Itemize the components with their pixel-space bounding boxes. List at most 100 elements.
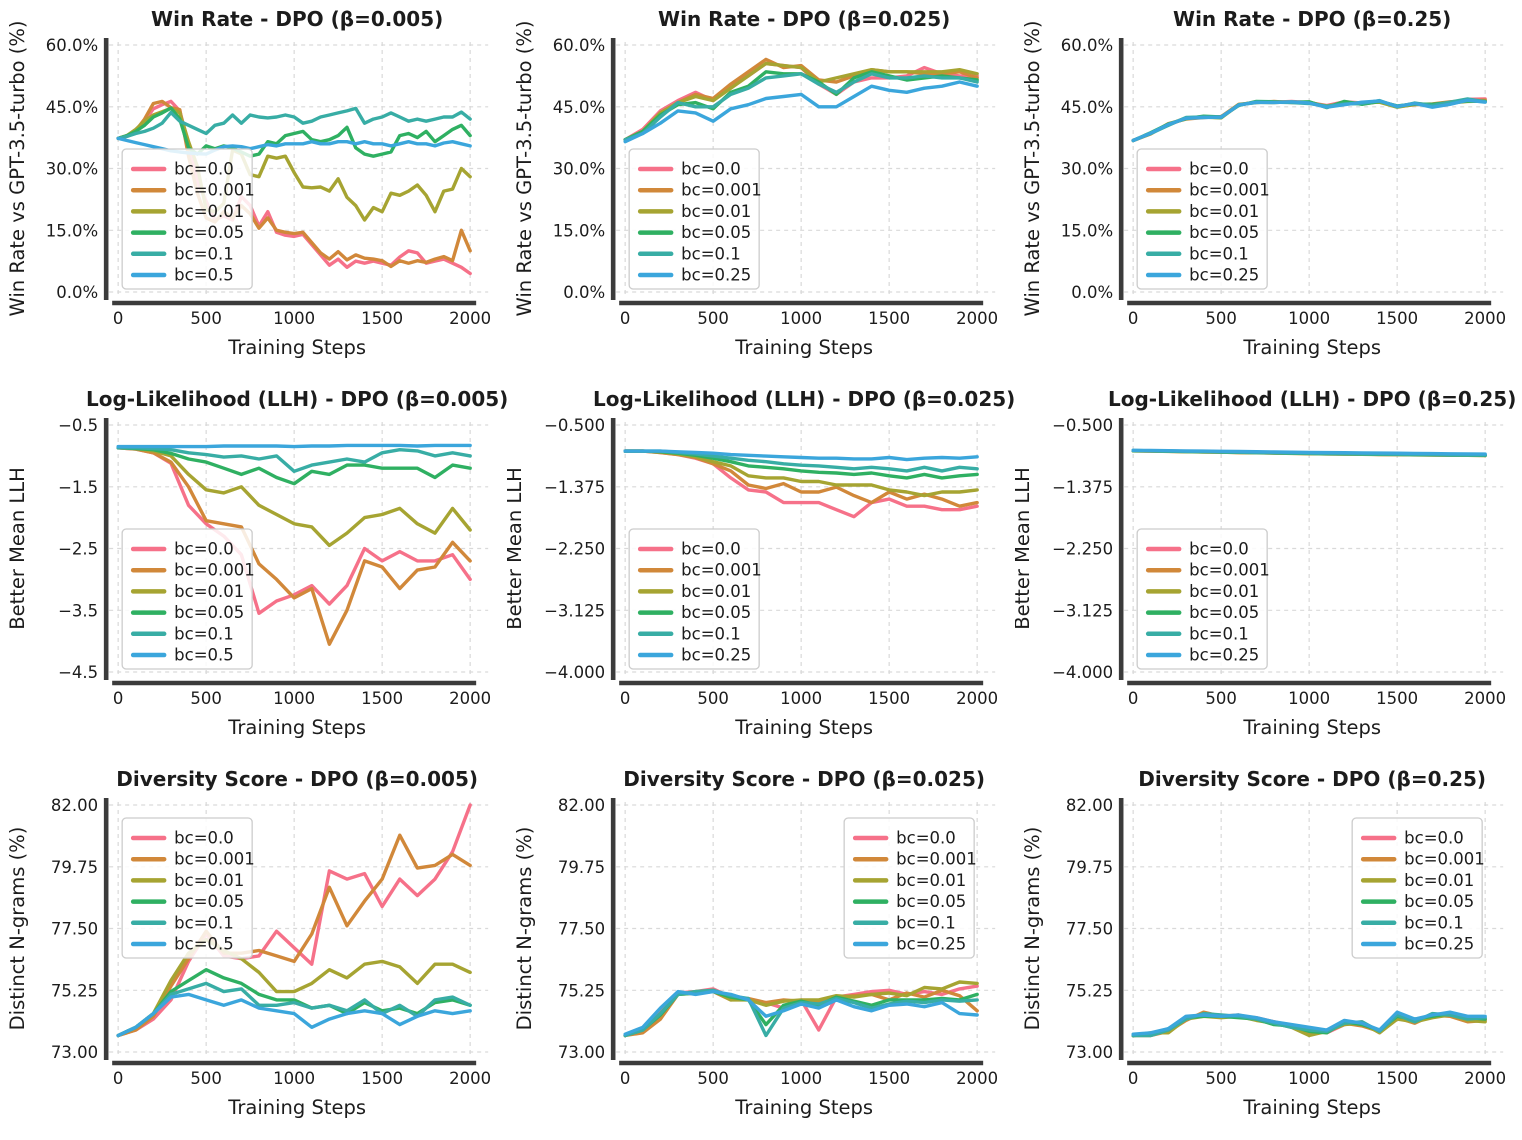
x-tick-label: 1500 [361,1069,403,1088]
y-tick-label: −0.5 [58,416,98,435]
legend-label: bc=0.25 [896,935,966,954]
x-axis-label: Training Steps [227,336,366,359]
x-tick-label: 2000 [449,1069,491,1088]
legend-label: bc=0.0 [1404,829,1464,848]
chart-title: Diversity Score - DPO (β=0.025) [624,767,986,791]
y-tick-label: −2.5 [58,540,98,559]
legend-label: bc=0.001 [174,561,255,580]
chart-panel-llh-beta-025: −0.500 −1.375 −2.250 −3.125 −4.000 0 500 1000 15… [1015,380,1522,760]
x-axis-label: Training Steps [1242,336,1381,359]
legend-label: bc=0.1 [1189,624,1249,643]
x-axis-label: Training Steps [1242,1096,1381,1119]
x-tick-label: 2000 [956,309,998,328]
chart-canvas: 73.00 75.25 77.50 79.75 82.00 0 500 1000 1500 200… [1021,767,1506,1119]
x-tick-label: 1000 [1288,689,1330,708]
series-line-bc-0-01 [116,937,472,1038]
y-axis-label: Win Rate vs GPT-3.5-turbo (%) [6,21,29,317]
y-tick-label: 82.00 [558,796,605,815]
x-tick-label: 2000 [449,309,491,328]
chart-canvas: 0.0% 15.0% 30.0% 45.0% 60.0% 0 500 1000 1500 2000… [6,7,491,359]
legend-label: bc=0.1 [174,624,234,643]
chart-canvas: −0.500 −1.375 −2.250 −3.125 −4.000 0 500 1000 15… [1015,387,1516,739]
y-tick-label: −0.500 [1052,416,1113,435]
legend-label: bc=0.1 [174,913,234,932]
legend-label: bc=0.001 [1189,561,1270,580]
y-tick-label: 0.0% [1071,283,1113,302]
x-axis-label: Training Steps [227,1096,366,1119]
x-axis-label: Training Steps [735,1096,874,1119]
chart-title: Log-Likelihood (LLH) - DPO (β=0.005) [86,387,507,411]
chart-title: Diversity Score - DPO (β=0.005) [116,767,478,791]
y-axis-label: Win Rate vs GPT-3.5-turbo (%) [513,21,536,317]
x-tick-label: 0 [113,309,124,328]
series-line-bc-0-0 [116,446,472,616]
y-axis-label: Better Mean LLH [6,467,29,630]
series-line-bc-0-01 [116,446,472,548]
y-tick-label: 30.0% [553,160,605,179]
series-line-bc-0-001 [116,833,472,1038]
legend-label: bc=0.0 [174,540,234,559]
y-tick-label: −1.5 [58,478,98,497]
y-axis-label: Win Rate vs GPT-3.5-turbo (%) [1021,21,1044,317]
y-tick-label: −4.000 [544,663,605,682]
y-tick-label: −1.375 [1052,478,1113,497]
chart-panel-diversity-beta-0005: 73.00 75.25 77.50 79.75 82.00 0 500 1000 1500 200… [0,760,507,1140]
series-line-bc-0-25 [623,80,980,144]
y-axis-label: Better Mean LLH [1015,467,1034,630]
legend-label: bc=0.01 [1189,202,1259,221]
legend-label: bc=0.001 [174,181,255,200]
chart-panel-diversity-beta-0025: 73.00 75.25 77.50 79.75 82.00 0 500 1000 1500 200… [507,760,1014,1140]
x-tick-label: 500 [190,689,222,708]
legend-label: bc=0.25 [1189,266,1259,285]
y-tick-label: 75.25 [1066,981,1113,1000]
series-line-bc-0-0 [623,449,980,519]
y-tick-label: 45.0% [46,98,98,117]
x-tick-label: 1500 [1376,309,1418,328]
x-tick-label: 1000 [273,1069,315,1088]
y-axis-label: Distinct N-grams (%) [6,827,29,1031]
x-tick-label: 1000 [1288,1069,1330,1088]
series-line-bc-0-25 [1131,448,1487,456]
legend-label: bc=0.0 [1189,160,1249,179]
x-axis-label: Training Steps [1242,716,1381,739]
x-tick-label: 500 [1205,689,1237,708]
y-tick-label: 82.00 [51,796,98,815]
series-line-bc-0-05 [623,70,980,142]
chart-title: Win Rate - DPO (β=0.005) [151,7,443,31]
y-tick-label: 0.0% [564,283,606,302]
x-tick-label: 500 [698,309,730,328]
x-tick-label: 2000 [1464,1069,1506,1088]
x-tick-label: 2000 [956,689,998,708]
legend-label: bc=0.0 [1189,540,1249,559]
legend-label: bc=0.25 [681,266,751,285]
legend-label: bc=0.1 [1404,913,1464,932]
chart-panel-diversity-beta-025: 73.00 75.25 77.50 79.75 82.00 0 500 1000 1500 200… [1015,760,1522,1140]
y-tick-label: 73.00 [51,1043,98,1062]
chart-panel-winrate-beta-0005: 0.0% 15.0% 30.0% 45.0% 60.0% 0 500 1000 1500 2000… [0,0,507,380]
y-tick-label: −4.5 [58,663,98,682]
series-line-bc-0-25 [1131,1010,1487,1036]
y-tick-label: −3.125 [1052,601,1113,620]
chart-title: Log-Likelihood (LLH) - DPO (β=0.25) [1108,387,1516,411]
x-tick-label: 500 [698,1069,730,1088]
legend-label: bc=0.5 [174,266,234,285]
x-tick-label: 2000 [449,689,491,708]
legend-label: bc=0.05 [1404,892,1474,911]
x-tick-label: 500 [1205,309,1237,328]
series-line-bc-0-01 [623,61,980,142]
x-tick-label: 1000 [273,309,315,328]
x-tick-label: 0 [1128,309,1139,328]
y-tick-label: 60.0% [46,36,98,55]
y-tick-label: 82.00 [1066,796,1113,815]
chart-canvas: 73.00 75.25 77.50 79.75 82.00 0 500 1000 1500 200… [513,767,998,1119]
x-tick-label: 0 [1128,689,1139,708]
chart-panel-winrate-beta-025: 0.0% 15.0% 30.0% 45.0% 60.0% 0 500 1000 1500 2000… [1015,0,1522,380]
legend-label: bc=0.01 [1189,582,1259,601]
x-tick-label: 1500 [868,1069,910,1088]
legend-label: bc=0.001 [681,561,762,580]
legend-label: bc=0.01 [1404,871,1474,890]
series-line-bc-0-5 [116,443,472,449]
legend-label: bc=0.001 [1404,850,1485,869]
legend-label: bc=0.01 [681,582,751,601]
